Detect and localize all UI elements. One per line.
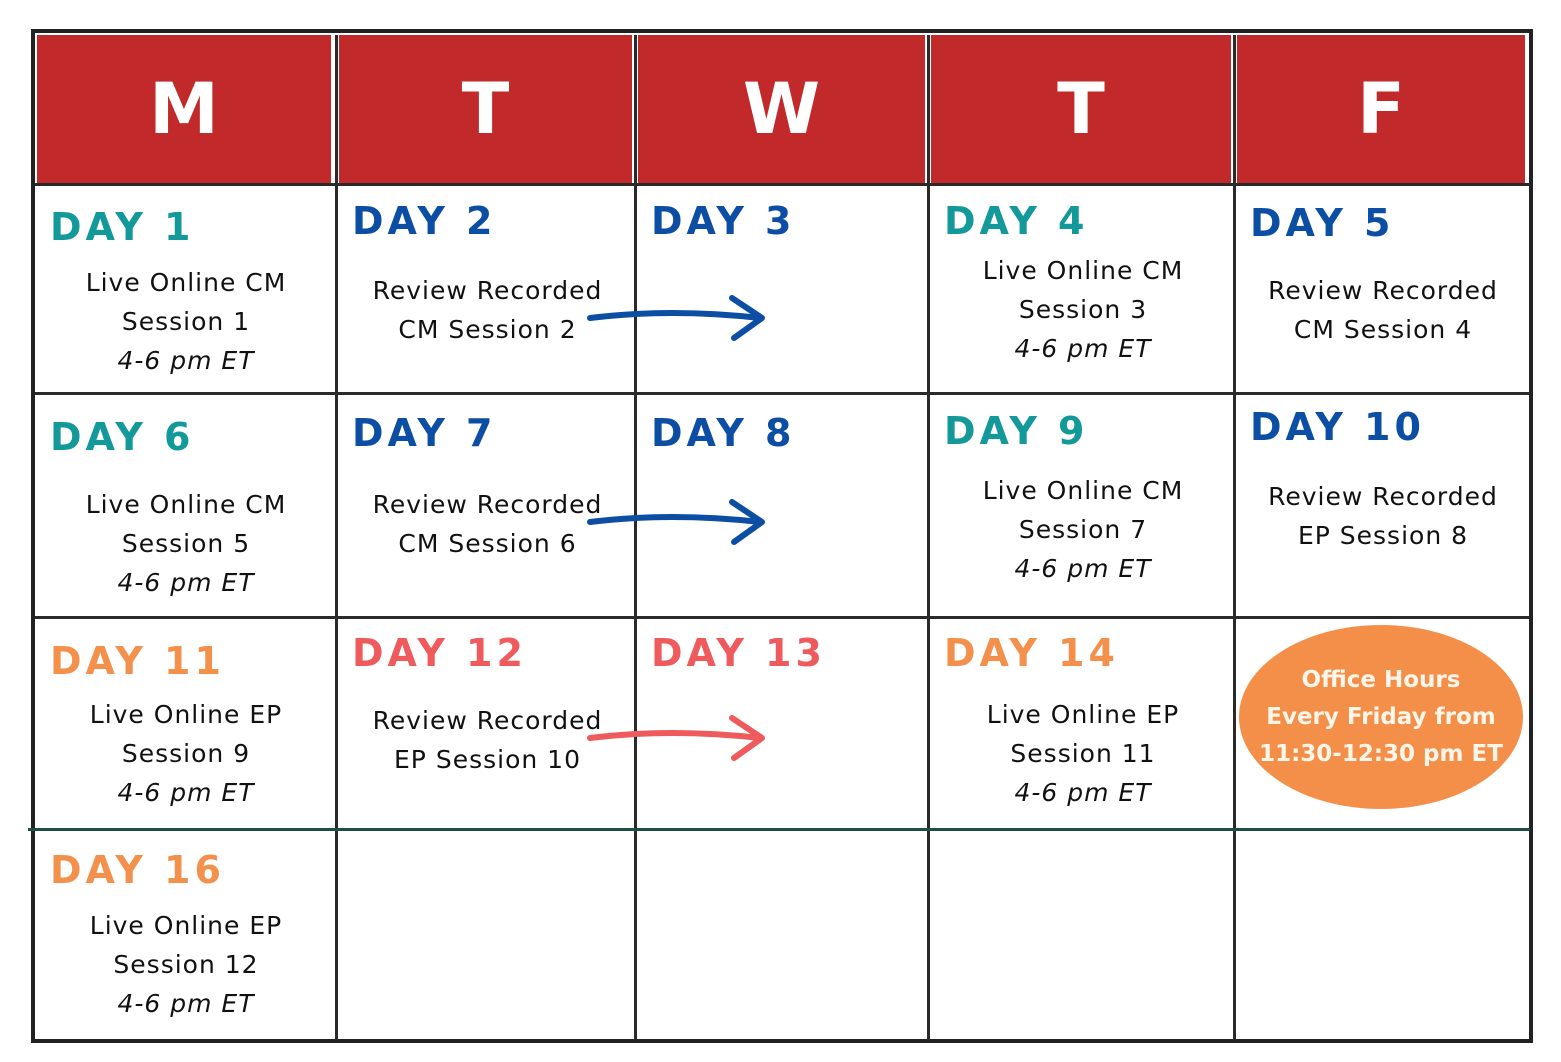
day-label: DAY 2 (352, 199, 497, 243)
row-divider (35, 616, 1530, 619)
weekday-header: F (1237, 35, 1525, 183)
session-line: Review Recorded (372, 276, 603, 305)
session-time: 4-6 pm ET (1014, 334, 1152, 363)
row-divider-green (28, 828, 1530, 831)
calendar-cell: DAY 11 Live Online EP Session 9 4-6 pm ET (37, 619, 335, 830)
session-line: Session 9 (121, 739, 251, 768)
day-label: DAY 1 (50, 205, 195, 249)
office-hours-line: 11:30-12:30 pm ET (1259, 740, 1503, 767)
weekday-header: M (37, 35, 331, 183)
day-label: DAY 13 (651, 631, 826, 675)
session-time: 4-6 pm ET (117, 778, 255, 807)
office-hours-badge: Office Hours Every Friday from 11:30-12:… (1239, 625, 1523, 809)
calendar-cell: DAY 12 Review Recorded EP Session 10 (339, 619, 636, 830)
session-time: 4-6 pm ET (117, 346, 255, 375)
session-description: Live Online CM Session 5 4-6 pm ET (37, 485, 335, 602)
day-label: DAY 4 (944, 199, 1089, 243)
calendar-cell: DAY 10 Review Recorded EP Session 8 (1237, 395, 1529, 617)
column-divider (634, 35, 637, 1040)
session-line: Session 3 (1018, 295, 1148, 324)
session-line: Review Recorded (1268, 276, 1498, 305)
calendar-cell: DAY 2 Review Recorded CM Session 2 (339, 187, 636, 393)
column-divider (1233, 35, 1236, 1040)
calendar-cell: DAY 7 Review Recorded CM Session 6 (339, 395, 636, 617)
session-description: Live Online EP Session 12 4-6 pm ET (37, 906, 335, 1023)
session-line: Live Online CM (85, 268, 287, 297)
calendar-cell: DAY 6 Live Online CM Session 5 4-6 pm ET (37, 395, 335, 617)
session-line: Review Recorded (372, 706, 603, 735)
session-time: 4-6 pm ET (117, 568, 255, 597)
session-line: EP Session 10 (394, 745, 581, 774)
weekday-header: T (339, 35, 632, 183)
calendar-cell: DAY 4 Live Online CM Session 3 4-6 pm ET (931, 187, 1235, 393)
day-label: DAY 9 (944, 409, 1089, 453)
session-line: Live Online EP (89, 700, 283, 729)
session-line: EP Session 8 (1297, 521, 1469, 550)
session-description: Review Recorded EP Session 8 (1237, 477, 1529, 555)
day-label: DAY 5 (1250, 201, 1395, 245)
day-label: DAY 6 (50, 415, 195, 459)
session-line: Live Online CM (85, 490, 287, 519)
office-hours-line: Every Friday from (1266, 703, 1496, 730)
session-description: Live Online EP Session 9 4-6 pm ET (37, 695, 335, 812)
session-line: Session 7 (1018, 515, 1148, 544)
session-description: Live Online CM Session 1 4-6 pm ET (37, 263, 335, 380)
day-label: DAY 7 (352, 411, 497, 455)
session-description: Review Recorded CM Session 2 (339, 271, 636, 349)
session-line: Live Online CM (982, 476, 1184, 505)
arrow-icon (587, 295, 765, 341)
session-line: Session 5 (121, 529, 251, 558)
weekday-header: T (931, 35, 1231, 183)
session-line: Review Recorded (1268, 482, 1498, 511)
calendar-cell: DAY 16 Live Online EP Session 12 4-6 pm ET (37, 832, 335, 1038)
row-divider (35, 183, 1530, 186)
session-line: Session 11 (1010, 739, 1156, 768)
session-line: Live Online EP (89, 911, 283, 940)
weekday-header: W (638, 35, 925, 183)
arrow-icon (587, 715, 765, 761)
calendar-cell: DAY 3 (638, 187, 929, 393)
day-label: DAY 3 (651, 199, 796, 243)
day-label: DAY 8 (651, 411, 796, 455)
day-label: DAY 16 (50, 848, 225, 892)
day-label: DAY 10 (1250, 405, 1425, 449)
session-description: Review Recorded CM Session 4 (1237, 271, 1529, 349)
session-time: 4-6 pm ET (117, 989, 255, 1018)
calendar-cell: DAY 8 (638, 395, 929, 617)
session-line: CM Session 6 (398, 529, 577, 558)
day-label: DAY 11 (50, 639, 225, 683)
session-description: Review Recorded CM Session 6 (339, 485, 636, 563)
column-divider (335, 35, 338, 1040)
column-divider (927, 35, 930, 1040)
row-divider (35, 392, 1530, 395)
session-line: Review Recorded (372, 490, 603, 519)
calendar-cell: DAY 1 Live Online CM Session 1 4-6 pm ET (37, 187, 335, 393)
day-label: DAY 12 (352, 631, 527, 675)
session-time: 4-6 pm ET (1014, 778, 1152, 807)
office-hours-line: Office Hours (1301, 666, 1461, 693)
session-line: Live Online CM (982, 256, 1184, 285)
session-line: CM Session 2 (398, 315, 577, 344)
session-line: Live Online EP (986, 700, 1180, 729)
session-description: Live Online EP Session 11 4-6 pm ET (931, 695, 1235, 812)
calendar-cell: DAY 13 (638, 619, 929, 830)
calendar-cell: DAY 14 Live Online EP Session 11 4-6 pm ET (931, 619, 1235, 830)
calendar-frame (31, 29, 1533, 1043)
session-time: 4-6 pm ET (1014, 554, 1152, 583)
session-description: Live Online CM Session 7 4-6 pm ET (931, 471, 1235, 588)
session-line: Session 12 (113, 950, 259, 979)
calendar-cell: DAY 5 Review Recorded CM Session 4 (1237, 187, 1529, 393)
session-description: Live Online CM Session 3 4-6 pm ET (931, 251, 1235, 368)
session-line: Session 1 (121, 307, 251, 336)
session-line: CM Session 4 (1293, 315, 1473, 344)
day-label: DAY 14 (944, 631, 1119, 675)
session-description: Review Recorded EP Session 10 (339, 701, 636, 779)
calendar-cell: DAY 9 Live Online CM Session 7 4-6 pm ET (931, 395, 1235, 617)
arrow-icon (587, 499, 765, 545)
